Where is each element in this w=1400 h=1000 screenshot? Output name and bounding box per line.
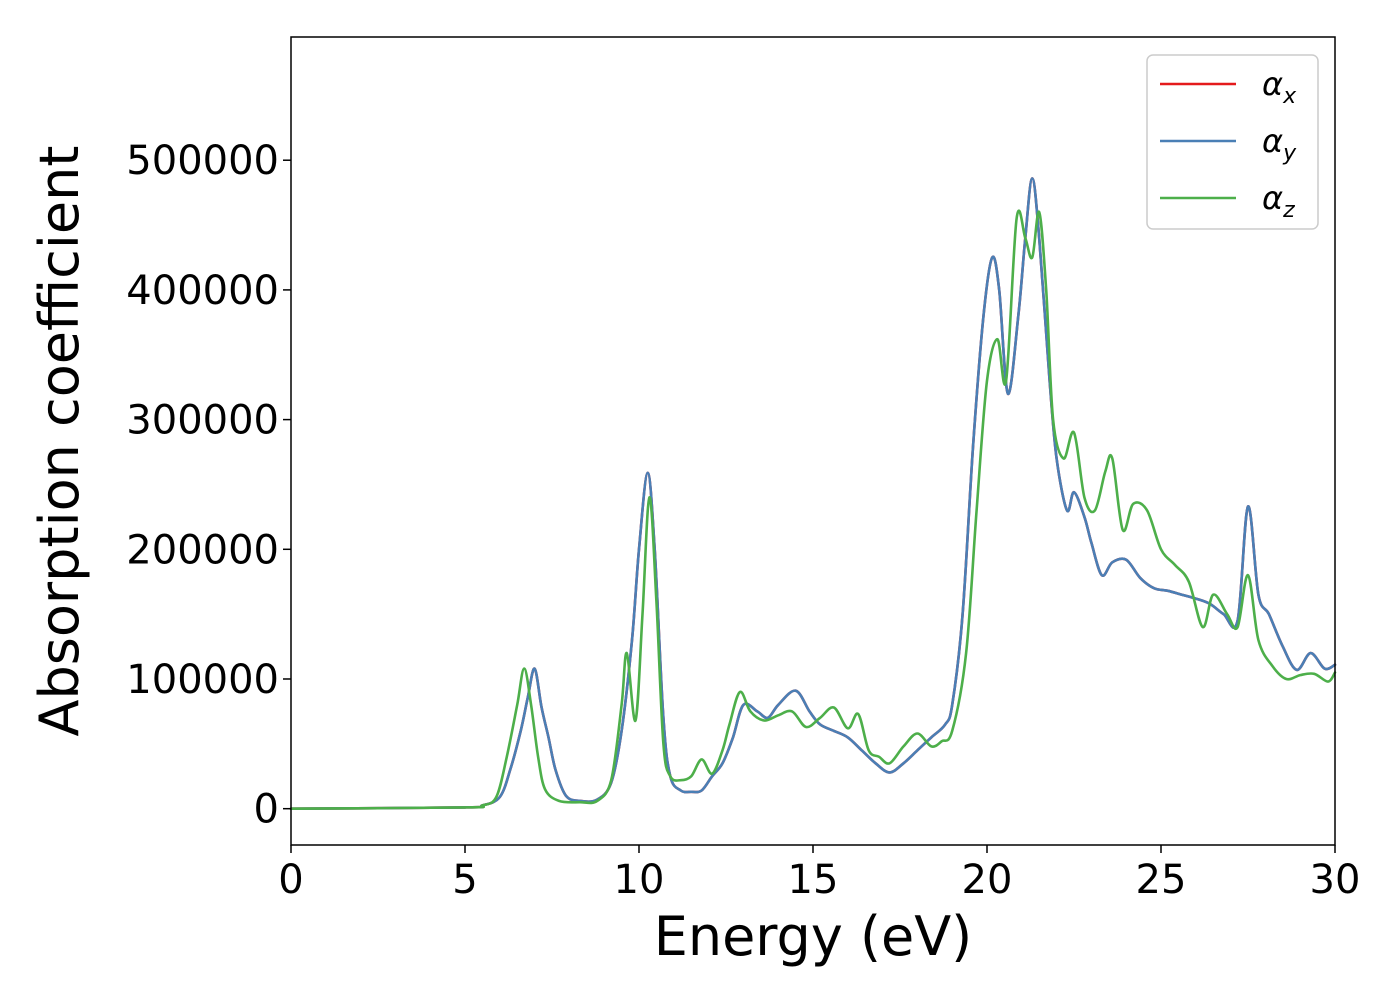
series-line-alpha-z [289,209,1337,810]
y-tick-label: 200000 [126,527,279,573]
x-tick-label: 0 [278,857,303,903]
legend: αx αy αz [1146,54,1319,230]
legend-label-alpha-x: αx [1262,65,1297,109]
x-axis-label: Energy (eV) [654,905,973,968]
legend-label-alpha-z: αz [1262,179,1295,223]
x-axis-ticks: 0 5 10 15 20 25 30 [278,845,1360,903]
y-tick-label: 100000 [126,657,279,703]
legend-label-alpha-y: αy [1262,122,1297,166]
legend-entries: αx αy αz [1160,65,1297,223]
x-tick-label: 25 [1136,857,1187,903]
x-tick-label: 30 [1310,857,1361,903]
x-tick-label: 15 [788,857,839,903]
x-tick-label: 5 [452,857,477,903]
y-tick-label: 300000 [126,398,279,444]
y-axis-label: Absorption coefficient [28,146,91,737]
series-layer [289,177,1337,810]
y-tick-label: 400000 [126,268,279,314]
y-tick-label: 500000 [126,138,279,184]
y-axis-ticks: 0 100000 200000 300000 400000 500000 [126,138,291,833]
x-tick-label: 10 [614,857,665,903]
x-tick-label: 20 [962,857,1013,903]
y-tick-label: 0 [254,787,279,833]
